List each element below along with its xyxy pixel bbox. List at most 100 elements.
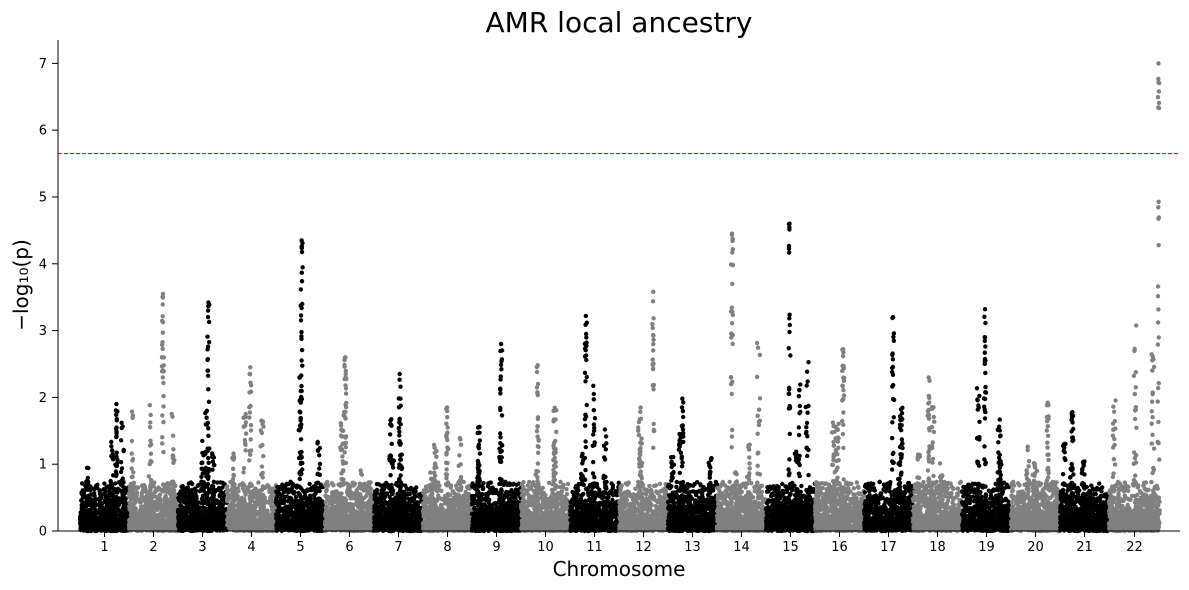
data-point (308, 497, 313, 502)
data-point (110, 448, 115, 454)
data-point (359, 482, 364, 487)
data-point (126, 494, 132, 500)
data-point (248, 518, 253, 523)
data-point (114, 433, 119, 439)
data-point (249, 523, 255, 528)
data-point (247, 415, 252, 420)
data-point (298, 410, 303, 415)
data-point (260, 513, 265, 518)
data-point (118, 438, 124, 443)
data-point (148, 516, 153, 521)
peak-point (299, 238, 304, 243)
data-point (294, 483, 300, 488)
data-point (229, 524, 234, 530)
data-point (248, 389, 254, 394)
data-point (176, 524, 181, 529)
data-point (317, 453, 322, 458)
data-point (268, 501, 273, 506)
data-point (299, 329, 304, 335)
data-point (276, 504, 281, 509)
data-point (339, 428, 345, 433)
data-point (206, 426, 211, 431)
data-point (120, 476, 126, 481)
data-point (341, 477, 346, 482)
data-point (206, 433, 211, 438)
data-point (199, 479, 204, 484)
data-point (349, 495, 354, 500)
data-point (344, 518, 349, 523)
data-point (96, 516, 102, 521)
data-point (129, 409, 135, 414)
data-point (366, 483, 372, 488)
data-point (290, 489, 295, 495)
data-point (205, 334, 210, 339)
data-point (212, 505, 217, 511)
data-point (104, 527, 109, 532)
data-point (161, 393, 166, 399)
data-point (205, 373, 211, 378)
data-point (132, 525, 137, 530)
data-point (191, 500, 196, 506)
data-point (339, 500, 344, 505)
data-point (131, 482, 136, 487)
data-point (113, 426, 119, 432)
data-point (372, 489, 378, 494)
data-point (207, 340, 212, 345)
data-point (229, 500, 235, 505)
data-point (354, 488, 360, 493)
data-point (315, 439, 320, 445)
data-point (99, 513, 104, 518)
data-point (164, 497, 170, 502)
data-point (159, 523, 164, 528)
data-point (328, 507, 333, 513)
data-point (311, 506, 316, 511)
data-point (199, 474, 204, 479)
data-point (151, 510, 156, 515)
data-point (206, 399, 212, 404)
data-point (190, 494, 195, 499)
data-point (188, 511, 193, 516)
data-point (114, 490, 120, 495)
data-point (141, 508, 146, 513)
data-point (161, 404, 166, 409)
data-point (160, 346, 165, 352)
data-point (248, 383, 254, 388)
data-point (161, 355, 167, 360)
data-point (109, 439, 114, 445)
chart-title: AMR local ancestry (486, 6, 753, 39)
data-point (366, 513, 371, 518)
data-point (339, 491, 344, 496)
data-point (329, 481, 335, 486)
data-point (205, 483, 210, 488)
data-point (342, 450, 347, 455)
data-point (157, 486, 162, 491)
data-point (230, 505, 235, 510)
data-point (290, 485, 295, 490)
data-point (210, 490, 215, 495)
data-point (138, 499, 144, 505)
data-point (342, 364, 347, 369)
data-point (131, 488, 136, 494)
data-point (143, 489, 149, 495)
data-point (210, 454, 215, 460)
data-point (131, 496, 137, 501)
data-point (312, 522, 317, 527)
data-point (270, 525, 275, 530)
data-point (247, 372, 252, 377)
data-point (298, 418, 303, 423)
data-point (185, 485, 191, 490)
data-point (298, 518, 303, 523)
data-point (108, 478, 113, 484)
data-point (165, 481, 170, 486)
data-point (170, 496, 175, 501)
data-point (324, 489, 329, 494)
data-point (360, 502, 365, 507)
data-point (210, 500, 215, 505)
data-point (129, 466, 134, 471)
data-point (147, 488, 153, 494)
data-point (240, 507, 246, 512)
data-point (333, 512, 339, 517)
data-point (169, 479, 175, 485)
data-point (231, 472, 236, 478)
data-point (299, 383, 304, 389)
